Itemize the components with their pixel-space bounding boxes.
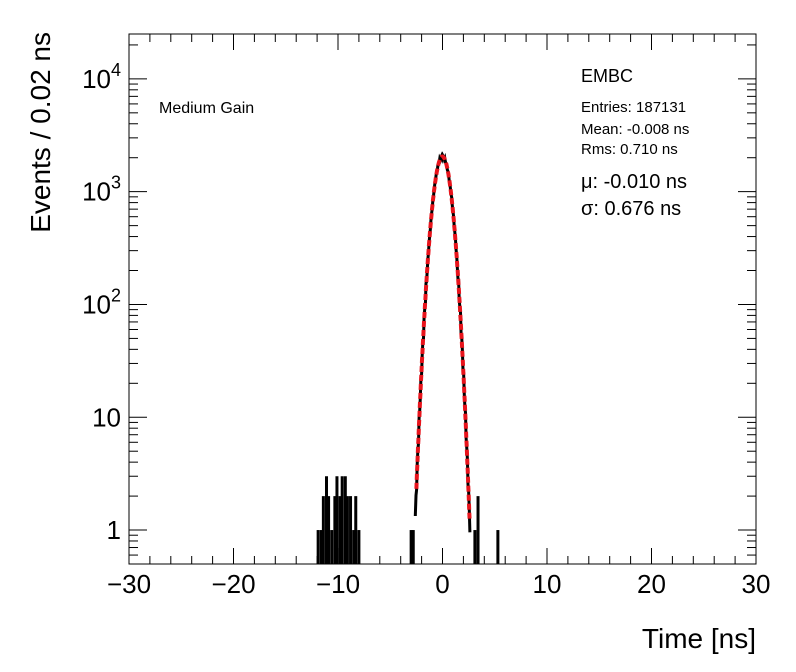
- stat-rms: Rms: 0.710 ns: [581, 141, 678, 158]
- stat-mean: Mean: -0.008 ns: [581, 121, 689, 138]
- x-tick-labels: −30 −20 −10 0 10 20 30: [107, 569, 771, 599]
- x-tick-label: 0: [435, 569, 449, 599]
- x-tick-label: 30: [742, 569, 771, 599]
- y-tick-label: 1: [107, 515, 121, 545]
- x-tick-label: −20: [211, 569, 255, 599]
- y-axis-title: Events / 0.02 ns: [25, 32, 56, 233]
- y-tick-label: 103: [82, 173, 121, 207]
- x-axis-title: Time [ns]: [642, 623, 756, 654]
- y-tick-labels: 1 10 102 103 104: [82, 60, 121, 545]
- detector-label: EMBC: [581, 66, 633, 86]
- stat-entries: Entries: 187131: [581, 99, 686, 116]
- fit-sigma: σ: 0.676 ns: [581, 198, 681, 220]
- y-tick-label: 104: [82, 60, 121, 94]
- gaussian-fit-curve: [414, 154, 472, 522]
- y-tick-label: 10: [92, 402, 121, 432]
- fit-mean: μ: -0.010 ns: [581, 171, 687, 193]
- plot-frame: [128, 33, 757, 565]
- x-tick-label: 10: [533, 569, 562, 599]
- x-tick-label: 20: [637, 569, 666, 599]
- x-tick-label: −30: [107, 569, 151, 599]
- y-tick-label: 102: [82, 285, 121, 319]
- gain-label: Medium Gain: [159, 100, 254, 117]
- x-tick-label: −10: [316, 569, 360, 599]
